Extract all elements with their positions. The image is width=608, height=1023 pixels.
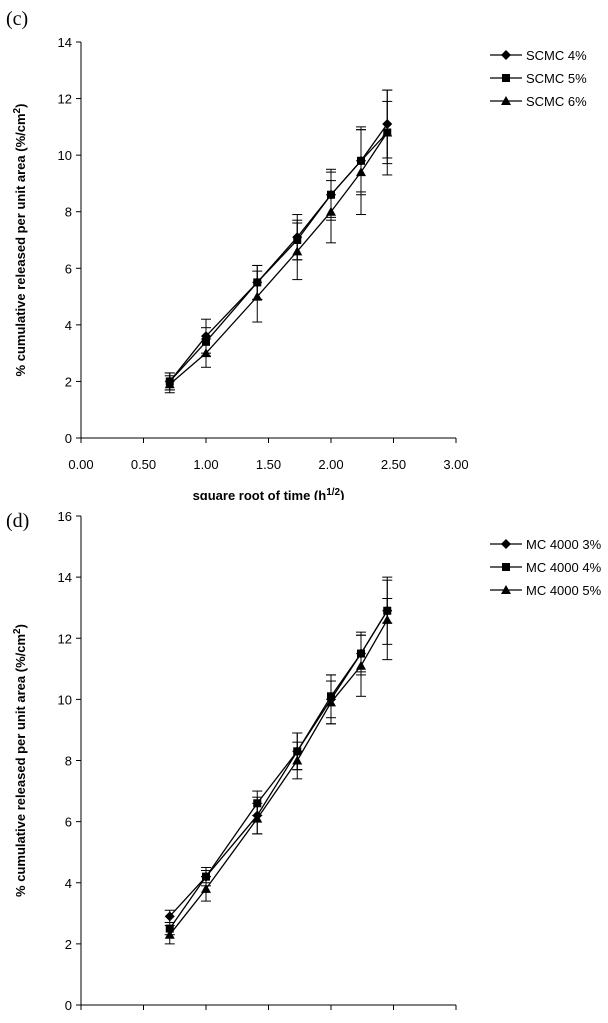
series-diamond [164, 598, 393, 923]
series-triangle [164, 579, 393, 945]
y-tick-label: 0 [65, 998, 72, 1013]
y-tick-label: 12 [58, 92, 72, 107]
y-tick-label: 10 [58, 148, 72, 163]
legend-marker-triangle [501, 585, 511, 594]
y-tick-label: 12 [58, 631, 72, 646]
legend-label: MC 4000 4% [526, 560, 602, 575]
legend-marker-square [502, 563, 510, 571]
data-point-triangle [292, 246, 303, 256]
x-tick-label: 0.00 [68, 457, 93, 472]
legend-marker-diamond [501, 50, 511, 60]
legend-label: SCMC 6% [526, 94, 587, 109]
data-point-triangle [382, 614, 393, 624]
y-tick-label: 16 [58, 509, 72, 524]
y-tick-label: 10 [58, 692, 72, 707]
y-tick-label: 14 [58, 35, 72, 50]
y-tick-label: 14 [58, 570, 72, 585]
legend-label: MC 4000 3% [526, 537, 602, 552]
x-tick-label: 2.00 [318, 457, 343, 472]
series-line [169, 610, 388, 929]
x-tick-label: 2.50 [381, 457, 406, 472]
series-line [169, 619, 388, 936]
y-tick-label: 4 [65, 876, 72, 891]
series-diamond [164, 89, 393, 391]
series-square [164, 100, 393, 391]
x-tick-label: 1.00 [193, 457, 218, 472]
legend-label: MC 4000 5% [526, 583, 602, 598]
legend-marker-triangle [501, 96, 511, 105]
legend-marker-square [502, 74, 510, 82]
y-tick-label: 6 [65, 815, 72, 830]
data-point-triangle [164, 379, 175, 389]
y-tick-label: 8 [65, 205, 72, 220]
y-tick-label: 2 [65, 374, 72, 389]
data-point-diamond [164, 911, 175, 922]
data-point-triangle [201, 348, 211, 358]
y-axis-title: % cumulative released per unit area (%/c… [12, 624, 28, 897]
series-square [164, 576, 393, 936]
series-triangle [164, 89, 393, 394]
data-point-triangle [356, 167, 366, 177]
data-point-triangle [164, 929, 175, 939]
legend-label: SCMC 5% [526, 71, 587, 86]
panel-label-c: (c) [6, 8, 29, 30]
y-tick-label: 6 [65, 261, 72, 276]
chart-d: 02468101214160.000.501.001.502.002.503.0… [12, 509, 602, 1013]
data-point-triangle [201, 883, 211, 893]
y-tick-label: 4 [65, 318, 72, 333]
data-point-triangle [382, 127, 393, 137]
data-point-triangle [292, 755, 303, 765]
y-tick-label: 2 [65, 937, 72, 952]
x-axis-title: square root of time (h1/2) [193, 487, 345, 500]
legend-marker-diamond [501, 539, 511, 549]
y-tick-label: 0 [65, 431, 72, 446]
data-point-triangle [356, 660, 366, 670]
y-axis-title: % cumulative released per unit area (%/c… [12, 104, 28, 377]
x-tick-label: 1.50 [256, 457, 281, 472]
panel-label-d: (d) [6, 510, 30, 532]
data-point-triangle [326, 206, 336, 216]
data-point-triangle [326, 697, 336, 707]
data-point-triangle [252, 291, 263, 301]
y-tick-label: 8 [65, 754, 72, 769]
legend-label: SCMC 4% [526, 48, 587, 63]
data-point-triangle [252, 813, 263, 823]
x-tick-label: 0.50 [131, 457, 156, 472]
chart-c: 0 2 4 6 8 10 12 14 0.00 0.50 1.00 1.50 2.00 2.50 3.00 s… [12, 35, 587, 500]
x-tick-label: 3.00 [443, 457, 468, 472]
